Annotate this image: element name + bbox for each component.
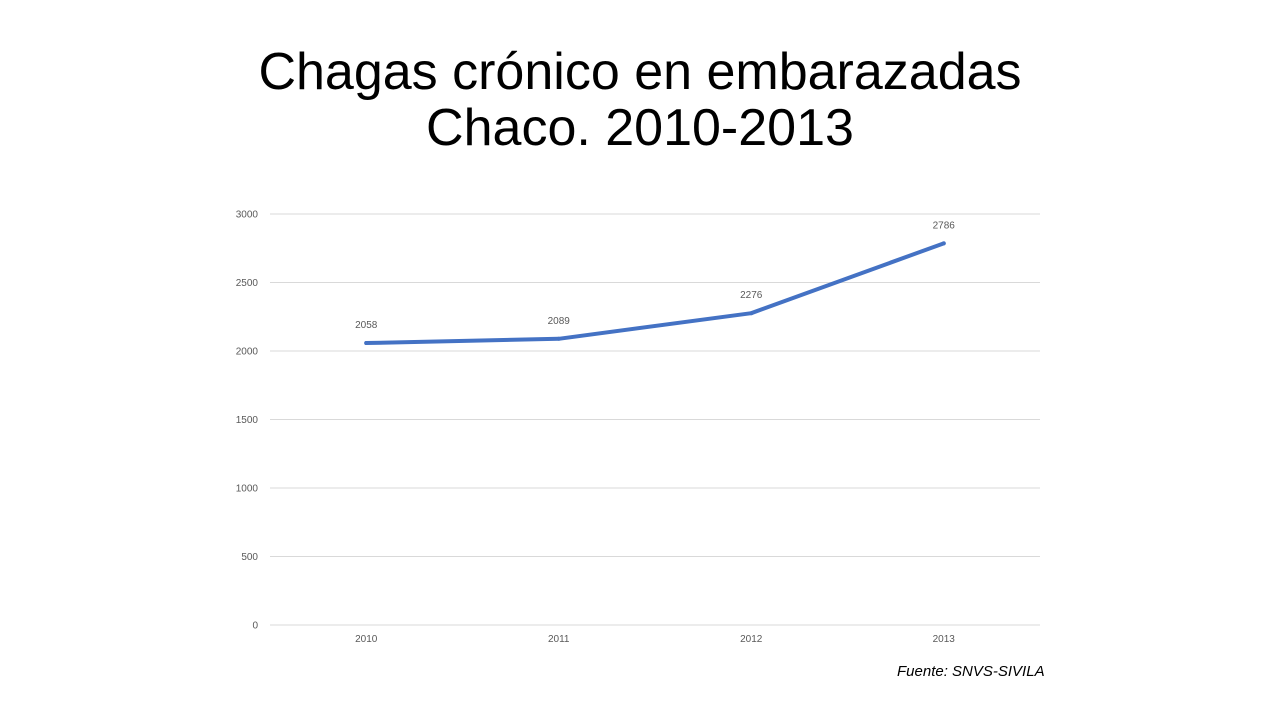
x-tick-label: 2013 [933,634,956,645]
slide-title: Chagas crónico en embarazadas Chaco. 201… [0,44,1280,156]
y-tick-label: 1000 [236,484,259,495]
x-axis-tick-labels: 2010 2011 2012 2013 [355,634,955,645]
data-label: 2786 [933,220,956,231]
data-point [364,341,369,346]
y-tick-label: 0 [252,621,258,632]
title-line-1: Chagas crónico en embarazadas [258,43,1022,101]
gridlines [270,213,1040,626]
x-tick-label: 2010 [355,634,378,645]
data-label: 2089 [548,316,571,327]
y-tick-label: 2000 [236,347,259,358]
source-note: Fuente: SNVS-SIVILA [897,663,1045,680]
y-tick-label: 3000 [236,210,259,221]
series-layer [364,241,946,346]
data-label: 2058 [355,320,378,331]
data-point [749,311,754,316]
data-label: 2276 [740,290,763,301]
data-point [556,336,561,341]
x-tick-label: 2012 [740,634,763,645]
y-tick-label: 1500 [236,415,259,426]
data-point [941,241,946,246]
x-tick-label: 2011 [548,634,570,645]
y-tick-label: 2500 [236,278,259,289]
y-axis-tick-labels: 0 500 1000 1500 2000 2500 3000 [236,210,259,632]
y-tick-label: 500 [241,552,258,563]
title-line-2: Chaco. 2010-2013 [426,99,854,157]
series-line [364,241,946,346]
data-labels: 2058 2089 2276 2786 [355,220,955,331]
